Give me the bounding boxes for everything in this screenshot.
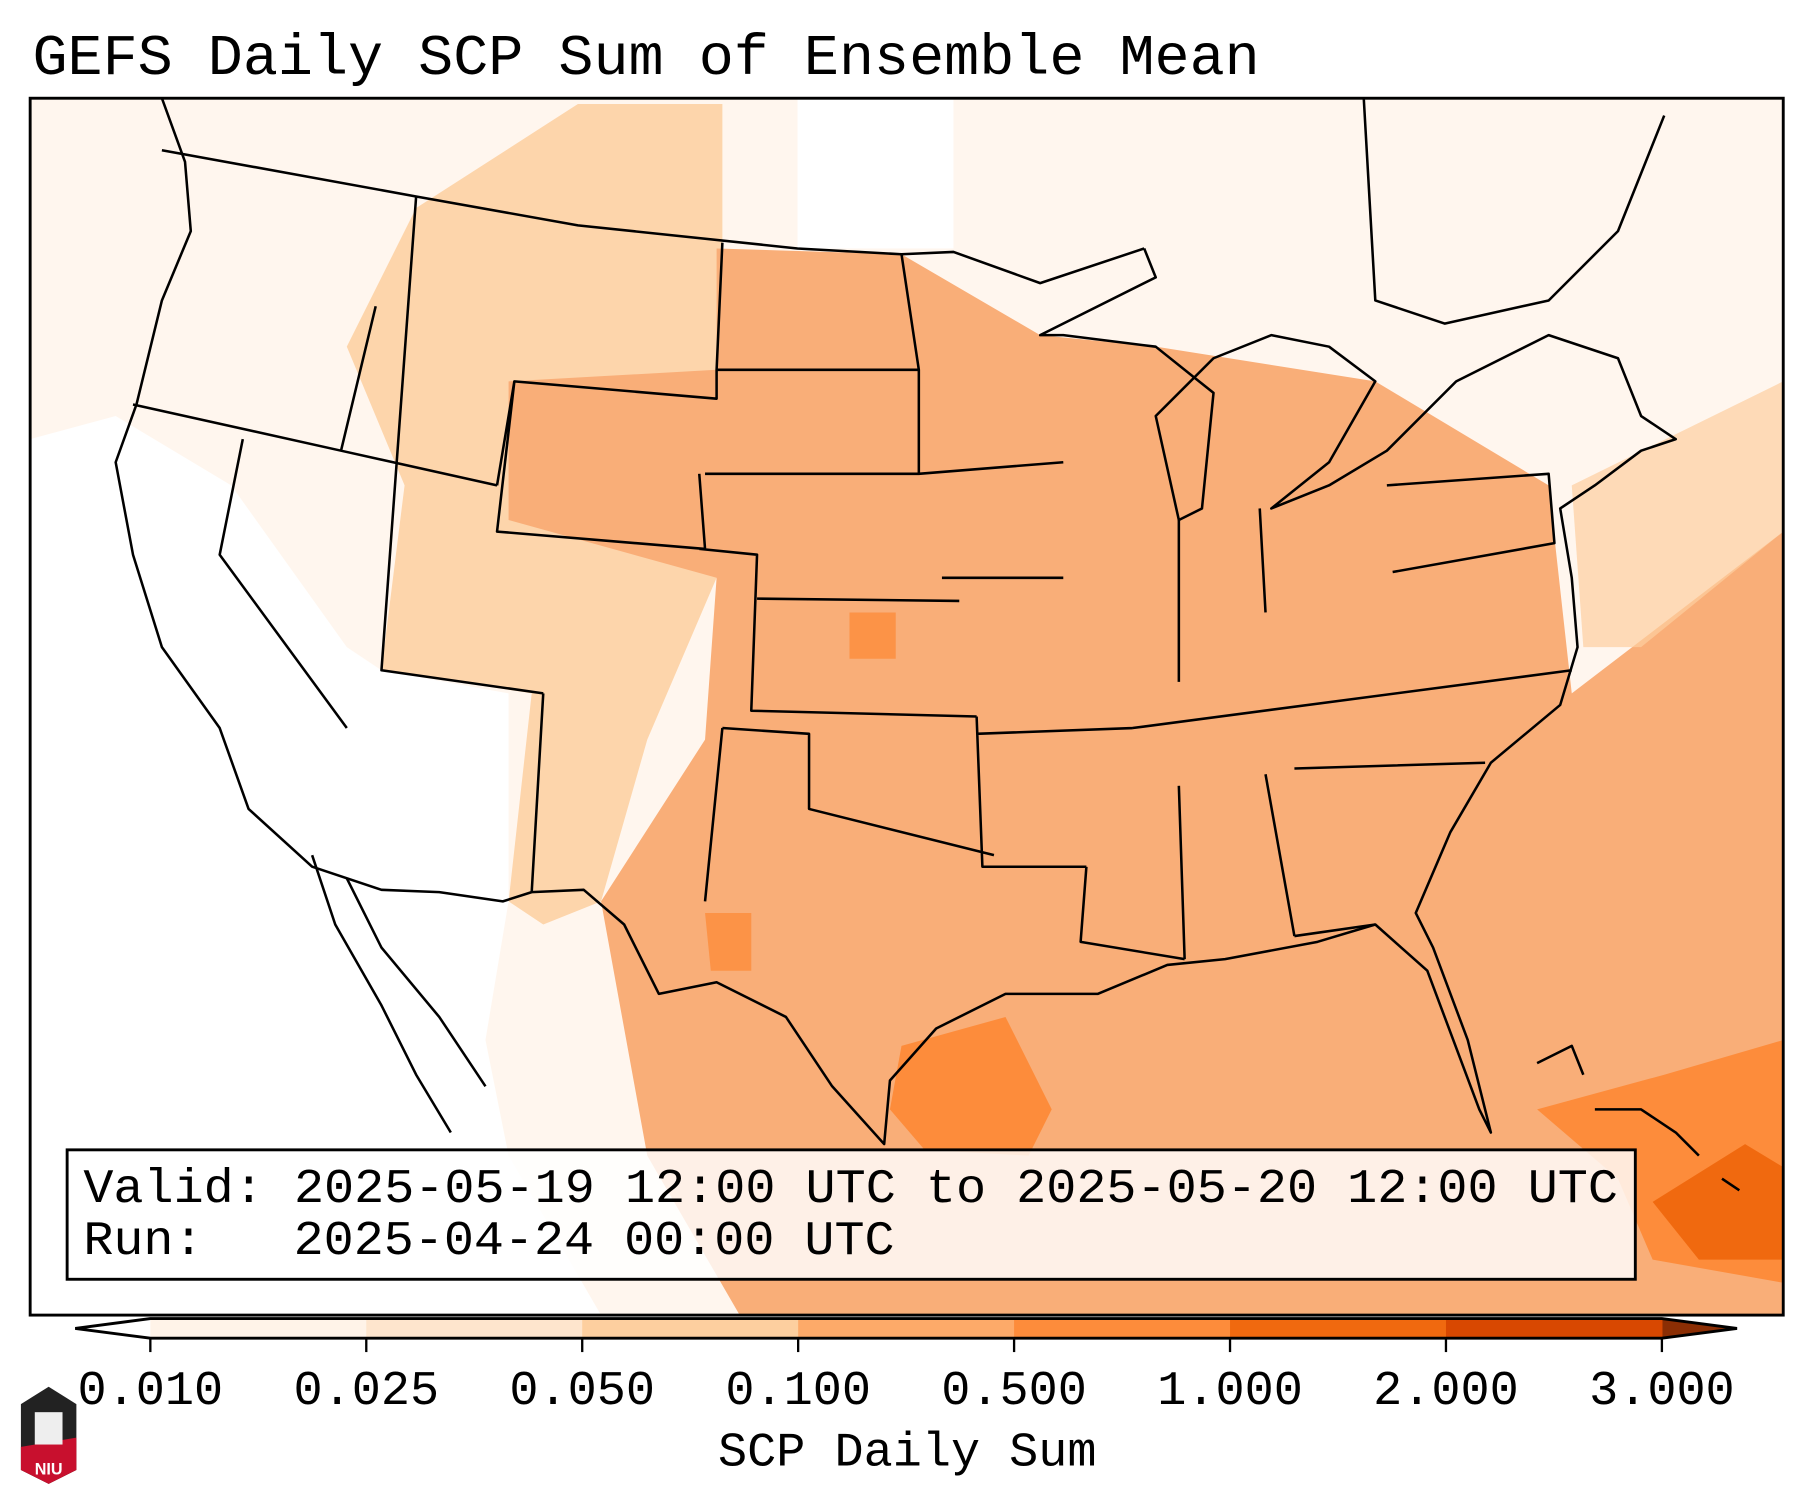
colorbar-tick-label: 3.000 [1589, 1364, 1735, 1419]
colorbar-under-extension [75, 1318, 151, 1339]
us-canada-border [161, 98, 1666, 325]
info-box: Valid: 2025-05-19 12:00 UTC to 2025-05-2… [65, 1148, 1637, 1281]
scp-region-gulf [889, 1016, 1052, 1156]
niu-logo-text: NIU [35, 1461, 63, 1479]
us-coastline-border [114, 98, 1678, 1146]
colorbar-tick-label: 2.000 [1373, 1364, 1519, 1419]
white-region-canada [797, 98, 954, 249]
boundaries [114, 98, 1741, 1192]
caribbean-islands [1536, 1044, 1741, 1192]
valid-time-text: Valid: 2025-05-19 12:00 UTC to 2025-05-2… [83, 1162, 1618, 1217]
colorbar-segment [1445, 1318, 1663, 1339]
colorbar-label: SCP Daily Sum [718, 1425, 1096, 1480]
niu-logo-tower [34, 1412, 63, 1445]
colorbar-tick-label: 0.025 [293, 1364, 439, 1419]
colorbar-segment [798, 1318, 1015, 1339]
colorbar-segment [150, 1318, 367, 1339]
figure-title: GEFS Daily SCP Sum of Ensemble Mean [32, 27, 1259, 92]
niu-logo: NIU [20, 1386, 77, 1484]
map-frame [28, 96, 1785, 1317]
scp-region-atlantic-light [1571, 381, 1784, 648]
scp-region-tx-local [705, 912, 752, 971]
colorbar-tick-label: 0.100 [725, 1364, 871, 1419]
mexico-baja [310, 854, 487, 1134]
run-time-text: Run: 2025-04-24 00:00 UTC [83, 1214, 894, 1269]
scp-region-caribbean-high [1652, 1144, 1784, 1260]
info-box-background [65, 1148, 1637, 1281]
colorbar-segment [1014, 1318, 1231, 1339]
map-panel: Valid: 2025-05-19 12:00 UTC to 2025-05-2… [30, 98, 1784, 1316]
colorbar: 0.010 0.025 0.050 0.100 0.500 1.000 2.000 3.000 [75, 1317, 1738, 1419]
colorbar-tick-label: 0.050 [509, 1364, 655, 1419]
colorbar-segment [1230, 1318, 1447, 1339]
niu-logo-red-band [20, 1437, 77, 1484]
colorbar-over-extension [1661, 1318, 1738, 1339]
colorbar-tick-label: 0.500 [941, 1364, 1087, 1419]
colorbar-tick-label: 0.010 [78, 1364, 224, 1419]
state-lines [132, 196, 1572, 961]
colorbar-segment [582, 1318, 799, 1339]
colorbar-segment [366, 1318, 583, 1339]
scp-region-central-east [508, 248, 1784, 1316]
colorbar-tick-label: 1.000 [1157, 1364, 1303, 1419]
scp-region-ks-local [849, 612, 896, 659]
